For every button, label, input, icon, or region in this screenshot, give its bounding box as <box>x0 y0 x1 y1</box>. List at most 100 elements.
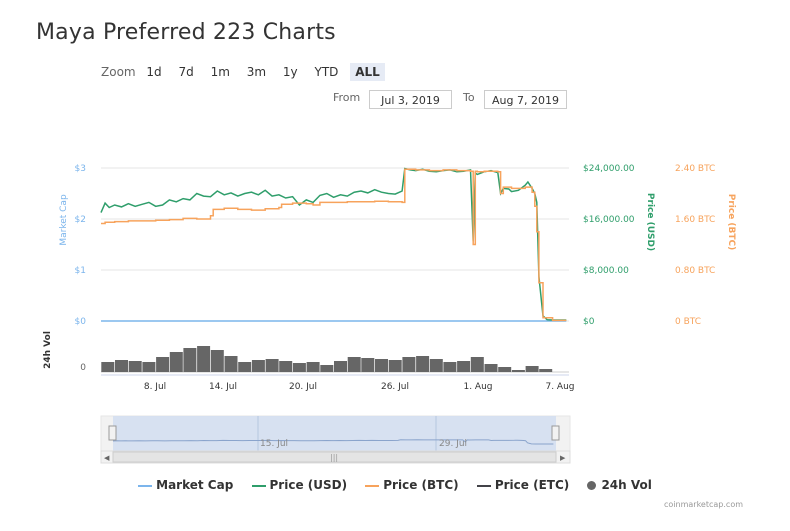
line-swatch-icon <box>251 484 266 487</box>
x-tick: 14. Jul <box>209 382 237 392</box>
mcap-tick: $1 <box>75 266 86 276</box>
range-to-input[interactable]: Aug 7, 2019 <box>484 90 567 109</box>
navigator-tick: 15. Jul <box>260 439 288 449</box>
volume-bar <box>115 360 128 372</box>
line-swatch-icon <box>365 484 380 487</box>
volume-bar <box>142 362 156 372</box>
zoom-1m-button[interactable]: 1m <box>210 65 230 79</box>
volume-bar <box>457 361 471 372</box>
usd-tick: $8,000.00 <box>583 266 629 276</box>
volume-bar <box>320 365 334 372</box>
volume-bar <box>416 356 430 372</box>
x-tick: 8. Jul <box>144 382 166 392</box>
legend-market-cap[interactable]: Market Cap <box>138 478 233 492</box>
legend-price-usd[interactable]: Price (USD) <box>251 478 348 492</box>
legend-label: Price (BTC) <box>383 478 459 492</box>
line-swatch-icon <box>476 484 491 487</box>
volume-bar <box>539 369 553 372</box>
volume-bar <box>402 357 416 372</box>
volume-bar <box>484 364 498 372</box>
legend-label: Price (ETC) <box>494 478 570 492</box>
volume-bar <box>183 348 197 372</box>
scrollbar-grip-icon: ||| <box>330 453 338 462</box>
scrollbar-right-arrow[interactable]: ▶ <box>560 454 566 462</box>
legend-24h-vol[interactable]: 24h Vol <box>587 478 652 492</box>
vol-tick: 0 <box>80 363 86 373</box>
dot-swatch-icon <box>587 481 597 490</box>
navigator-handle-right[interactable] <box>551 425 560 441</box>
zoom-1y-button[interactable]: 1y <box>282 65 298 79</box>
volume-bar <box>361 358 375 372</box>
navigator-handle-left[interactable] <box>108 425 117 441</box>
range-from-label: From <box>333 91 361 104</box>
x-tick: 1. Aug <box>463 382 492 392</box>
legend-label: Price (USD) <box>269 478 348 492</box>
mcap-tick: $0 <box>75 317 87 327</box>
usd-axis-label: Price (USD) <box>645 193 655 251</box>
usd-tick: $0 <box>583 317 595 327</box>
legend-label: 24h Vol <box>601 478 652 492</box>
zoom-ytd-button[interactable]: YTD <box>314 65 339 79</box>
credit-text: coinmarketcap.com <box>664 500 743 509</box>
zoom-7d-button[interactable]: 7d <box>178 65 194 79</box>
volume-bar <box>470 357 484 372</box>
x-tick: 7. Aug <box>545 382 574 392</box>
volume-bar <box>443 362 457 372</box>
scrollbar-left-arrow[interactable]: ◀ <box>104 454 110 462</box>
volume-bar <box>197 346 211 372</box>
mcap-tick: $3 <box>75 164 86 174</box>
price-usd-line <box>100 167 567 321</box>
mcap-axis-label: Market Cap <box>59 194 69 246</box>
usd-tick: $16,000.00 <box>583 215 635 225</box>
volume-bars <box>101 346 553 372</box>
btc-tick: 1.60 BTC <box>675 215 715 225</box>
volume-bar <box>375 359 388 372</box>
volume-bar <box>224 356 238 372</box>
vol-axis-label: 24h Vol <box>43 331 53 369</box>
volume-bar <box>128 361 142 372</box>
zoom-3m-button[interactable]: 3m <box>246 65 267 79</box>
navigator-series <box>112 439 554 445</box>
volume-bar <box>347 357 361 372</box>
volume-bar <box>498 367 512 372</box>
volume-bar <box>101 362 115 372</box>
volume-bar <box>279 361 293 372</box>
btc-tick: 0.80 BTC <box>675 266 715 276</box>
volume-bar <box>169 352 183 372</box>
x-tick: 20. Jul <box>289 382 317 392</box>
usd-tick: $24,000.00 <box>583 164 635 174</box>
zoom-1d-button[interactable]: 1d <box>146 65 162 79</box>
navigator-tick: 29. Jul <box>439 439 467 449</box>
btc-axis-label: Price (BTC) <box>726 194 736 251</box>
zoom-label: Zoom <box>101 65 136 79</box>
volume-bar <box>238 362 252 372</box>
volume-bar <box>292 363 306 372</box>
volume-bar <box>429 359 443 372</box>
volume-bar <box>511 370 525 372</box>
legend-label: Market Cap <box>156 478 234 492</box>
legend-price-etc[interactable]: Price (ETC) <box>476 478 570 492</box>
range-from-input[interactable]: Jul 3, 2019 <box>369 90 452 109</box>
legend-price-btc[interactable]: Price (BTC) <box>365 478 459 492</box>
legend: Market Cap Price (USD) Price (BTC) Price… <box>0 478 790 492</box>
range-to-label: To <box>463 91 475 104</box>
zoom-bar: Zoom 1d 7d 1m 3m 1y YTD ALL <box>101 63 388 81</box>
volume-bar <box>210 350 224 372</box>
zoom-all-button[interactable]: ALL <box>350 63 385 81</box>
volume-bar <box>388 360 402 372</box>
volume-bar <box>251 360 265 372</box>
volume-bar <box>525 366 539 372</box>
x-tick: 26. Jul <box>381 382 409 392</box>
volume-bar <box>334 361 347 372</box>
volume-bar <box>265 359 279 372</box>
volume-bar <box>306 362 320 372</box>
scrollbar-thumb[interactable] <box>112 451 557 463</box>
btc-tick: 2.40 BTC <box>675 164 715 174</box>
line-swatch-icon <box>138 484 153 487</box>
volume-bar <box>156 357 170 372</box>
chart-title: Maya Preferred 223 Charts <box>36 20 336 45</box>
mcap-tick: $2 <box>75 215 86 225</box>
btc-tick: 0 BTC <box>675 317 701 327</box>
price-btc-line <box>101 168 567 322</box>
